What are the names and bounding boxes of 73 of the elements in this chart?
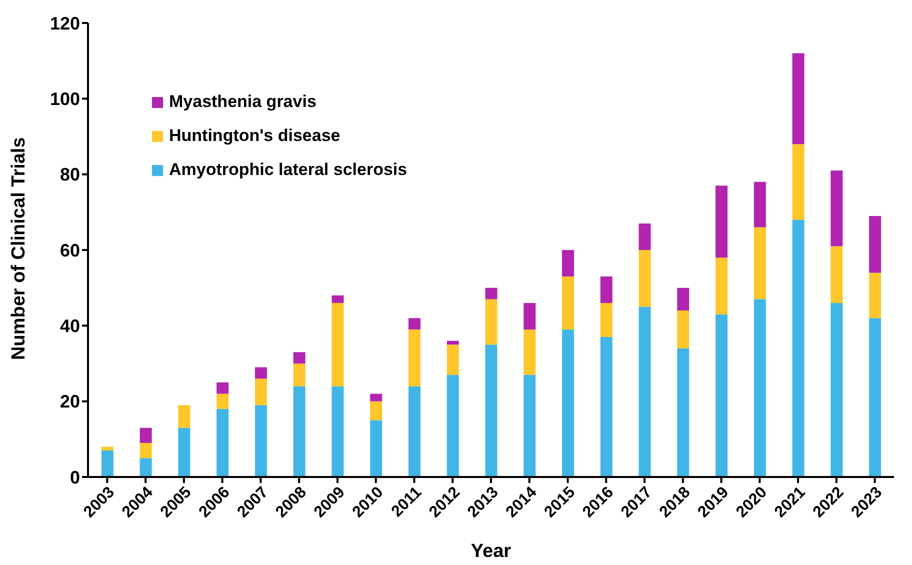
bar [524, 302, 536, 330]
bar [101, 450, 114, 477]
bar [485, 344, 498, 477]
bar [830, 170, 843, 246]
y-tick-label: 40 [60, 316, 80, 336]
bar [869, 216, 882, 273]
bar [792, 144, 804, 220]
y-tick-label: 20 [60, 392, 80, 412]
bar [332, 302, 344, 386]
bar [485, 299, 498, 345]
legend-label: Huntington's disease [169, 126, 340, 146]
bar [830, 246, 843, 303]
y-tick-label: 80 [60, 164, 80, 185]
bar [216, 382, 229, 394]
bar [524, 329, 536, 375]
bar [638, 224, 651, 250]
bar [869, 318, 882, 477]
bar [716, 186, 728, 258]
bar [600, 337, 612, 477]
bar [293, 352, 306, 364]
bar [216, 394, 229, 409]
bar [869, 272, 882, 318]
bar [716, 314, 728, 477]
bar [370, 394, 382, 402]
bar [140, 442, 152, 458]
bar [524, 374, 536, 477]
bar [140, 428, 152, 443]
bar [562, 329, 574, 477]
bar [446, 344, 459, 375]
legend-label: Amyotrophic lateral sclerosis [169, 160, 408, 180]
bar [792, 53, 804, 144]
y-tick-label: 0 [70, 467, 80, 488]
y-axis-title: Number of Clinical Trials [8, 137, 30, 360]
bar [600, 302, 612, 338]
bar [408, 386, 420, 477]
y-tick-label: 60 [60, 240, 80, 260]
bar [677, 348, 690, 477]
bar [562, 276, 574, 330]
bar [677, 288, 690, 311]
bar [216, 408, 229, 477]
bar [677, 310, 690, 348]
bar [370, 401, 382, 420]
bar [140, 458, 152, 477]
bar [754, 299, 766, 477]
bar [408, 329, 420, 386]
bar [600, 276, 612, 303]
bar [446, 340, 459, 345]
bar [792, 220, 804, 477]
bar [332, 295, 344, 303]
bar [293, 386, 306, 477]
bar [408, 318, 420, 330]
bar [562, 250, 574, 276]
bar [446, 374, 459, 477]
bar [293, 364, 306, 386]
y-tick-label: 120 [50, 13, 80, 34]
bar [638, 250, 651, 307]
legend-label: Myasthenia gravis [169, 92, 316, 112]
bar [485, 288, 498, 300]
x-axis-title: Year [470, 541, 512, 562]
bar [754, 227, 766, 300]
bar [101, 446, 114, 451]
bar [254, 367, 267, 379]
bar [254, 405, 267, 477]
bar [716, 258, 728, 314]
y-tick-label: 100 [50, 89, 80, 110]
bar [638, 306, 651, 477]
bar [370, 420, 382, 477]
bar [178, 428, 190, 477]
bar [332, 386, 344, 477]
bar [178, 405, 190, 428]
bar [830, 302, 843, 477]
bar [754, 182, 766, 228]
bar [254, 378, 267, 406]
